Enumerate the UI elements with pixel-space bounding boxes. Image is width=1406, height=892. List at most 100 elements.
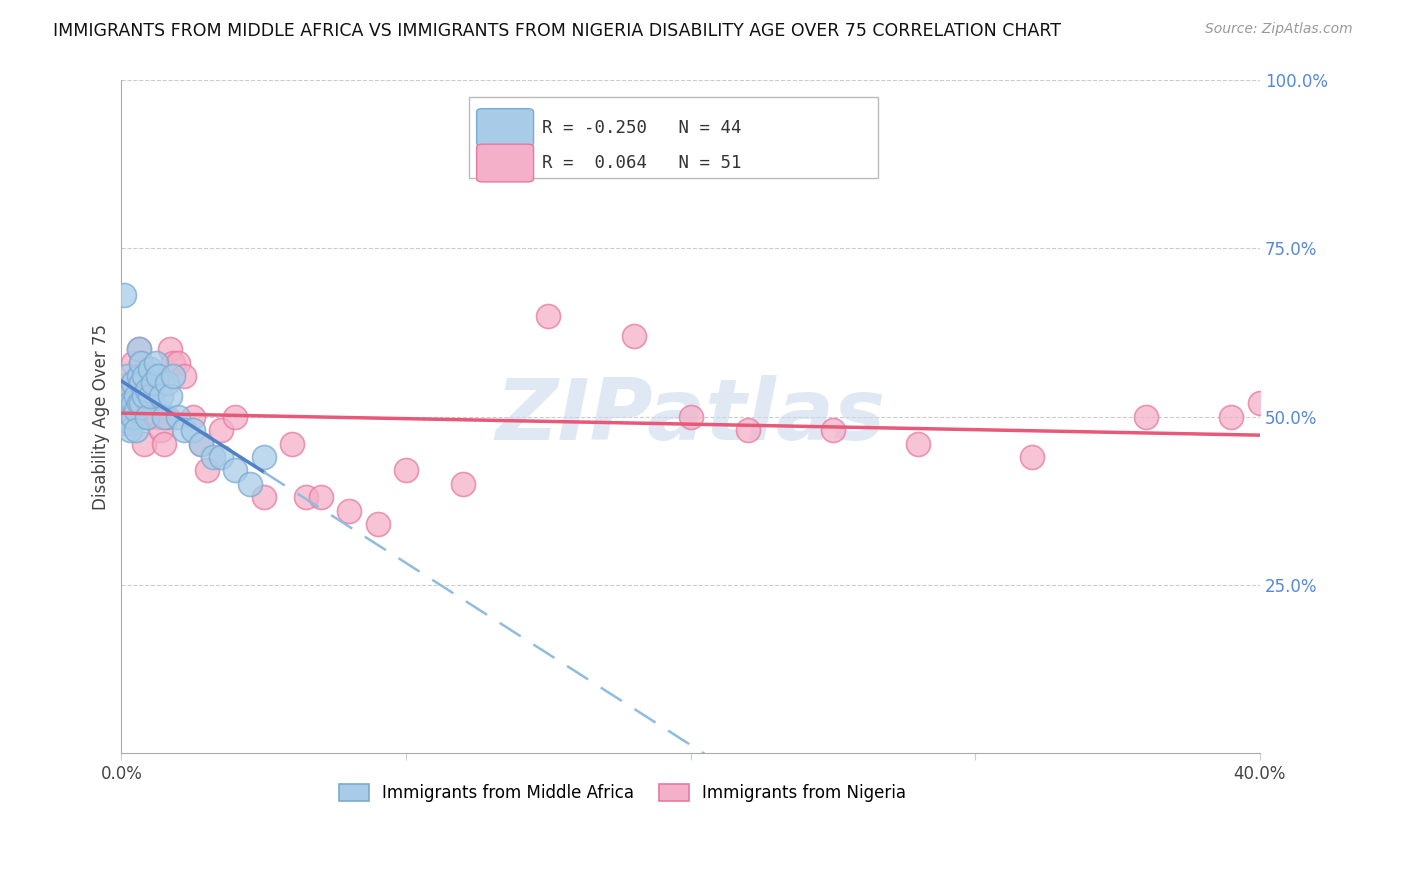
Point [281, 436, 304, 450]
Point [181, 409, 204, 424]
Point [128, 369, 150, 384]
Point [162, 356, 184, 370]
Point [253, 450, 276, 464]
Point [128, 369, 150, 384]
Point [395, 463, 418, 477]
Point [118, 417, 141, 431]
Point [156, 376, 179, 390]
Point [162, 369, 184, 384]
Point [148, 409, 170, 424]
Point [167, 356, 190, 370]
Point [907, 436, 929, 450]
Point [131, 356, 153, 370]
Point [159, 343, 181, 357]
Text: R = -0.250   N = 44: R = -0.250 N = 44 [541, 119, 741, 136]
Point [145, 356, 167, 370]
Point [128, 343, 150, 357]
Point [118, 409, 141, 424]
Point [537, 309, 560, 323]
Point [124, 396, 146, 410]
Y-axis label: Disability Age Over 75: Disability Age Over 75 [93, 324, 110, 509]
Point [134, 389, 156, 403]
Point [309, 491, 332, 505]
Point [224, 463, 246, 477]
Point [190, 436, 212, 450]
Text: IMMIGRANTS FROM MIDDLE AFRICA VS IMMIGRANTS FROM NIGERIA DISABILITY AGE OVER 75 : IMMIGRANTS FROM MIDDLE AFRICA VS IMMIGRA… [53, 22, 1062, 40]
Point [121, 396, 143, 410]
Point [131, 376, 153, 390]
Point [173, 369, 195, 384]
Point [124, 423, 146, 437]
Point [124, 389, 146, 403]
Point [121, 356, 143, 370]
Point [821, 423, 844, 437]
Point [124, 402, 146, 417]
Point [118, 376, 141, 390]
Point [737, 423, 759, 437]
Point [195, 463, 218, 477]
Point [139, 409, 162, 424]
Point [136, 376, 159, 390]
Point [131, 396, 153, 410]
Point [295, 491, 318, 505]
Point [623, 328, 645, 343]
Point [118, 396, 141, 410]
Text: ZIPatlas: ZIPatlas [495, 375, 886, 458]
Point [112, 288, 135, 302]
Point [145, 369, 167, 384]
Point [148, 369, 170, 384]
Point [1249, 396, 1271, 410]
Point [238, 476, 260, 491]
Point [121, 383, 143, 397]
Point [167, 409, 190, 424]
Point [142, 376, 165, 390]
Point [150, 423, 173, 437]
Point [209, 423, 232, 437]
Point [1135, 409, 1157, 424]
Point [153, 409, 176, 424]
Point [115, 409, 138, 424]
Point [118, 423, 141, 437]
FancyBboxPatch shape [468, 97, 879, 178]
Point [128, 396, 150, 410]
Point [112, 409, 135, 424]
Point [121, 376, 143, 390]
Point [134, 409, 156, 424]
Point [201, 450, 224, 464]
Point [209, 450, 232, 464]
Point [181, 423, 204, 437]
Point [115, 409, 138, 424]
Point [253, 491, 276, 505]
Point [118, 396, 141, 410]
Point [190, 436, 212, 450]
Point [112, 417, 135, 431]
Point [367, 517, 389, 532]
Point [1021, 450, 1043, 464]
Point [337, 504, 360, 518]
Legend: Immigrants from Middle Africa, Immigrants from Nigeria: Immigrants from Middle Africa, Immigrant… [332, 777, 912, 809]
Point [134, 369, 156, 384]
Point [121, 409, 143, 424]
Point [136, 383, 159, 397]
Point [153, 436, 176, 450]
Point [112, 402, 135, 417]
Point [128, 343, 150, 357]
Point [150, 389, 173, 403]
Point [131, 356, 153, 370]
FancyBboxPatch shape [477, 145, 533, 182]
Point [679, 409, 702, 424]
Point [115, 396, 138, 410]
Point [112, 409, 135, 424]
Point [124, 409, 146, 424]
FancyBboxPatch shape [477, 109, 533, 146]
Text: Source: ZipAtlas.com: Source: ZipAtlas.com [1205, 22, 1353, 37]
Point [159, 389, 181, 403]
Text: R =  0.064   N = 51: R = 0.064 N = 51 [541, 154, 741, 172]
Point [136, 409, 159, 424]
Point [115, 369, 138, 384]
Point [1220, 409, 1243, 424]
Point [451, 476, 474, 491]
Point [156, 409, 179, 424]
Point [142, 396, 165, 410]
Point [134, 436, 156, 450]
